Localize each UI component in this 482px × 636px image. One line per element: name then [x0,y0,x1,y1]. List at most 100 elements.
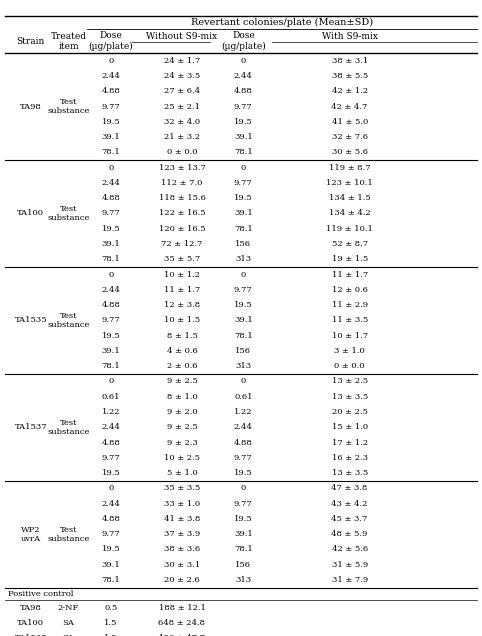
Text: 39.1: 39.1 [234,316,253,324]
Text: 35 ± 3.5: 35 ± 3.5 [164,484,200,492]
Text: 4.88: 4.88 [234,438,253,446]
Text: 1.5: 1.5 [105,634,118,636]
Text: 0: 0 [241,57,246,65]
Text: 156: 156 [235,240,251,248]
Text: 9.77: 9.77 [234,500,253,508]
Text: 13 ± 2.5: 13 ± 2.5 [332,377,368,385]
Text: 43 ± 4.2: 43 ± 4.2 [332,500,368,508]
Text: 648 ± 24.8: 648 ± 24.8 [159,619,205,627]
Text: 122 ± 16.5: 122 ± 16.5 [159,209,205,218]
Text: 4.88: 4.88 [102,194,120,202]
Text: 134 ± 1.5: 134 ± 1.5 [329,194,371,202]
Text: 39.1: 39.1 [234,133,253,141]
Text: Test
substance: Test substance [47,312,90,329]
Text: 32 ± 4.0: 32 ± 4.0 [164,118,200,126]
Text: 24 ± 1.7: 24 ± 1.7 [164,57,200,65]
Text: 20 ± 2.5: 20 ± 2.5 [332,408,368,416]
Text: 19.5: 19.5 [102,331,120,340]
Text: 21 ± 3.2: 21 ± 3.2 [164,133,200,141]
Text: 45 ± 3.7: 45 ± 3.7 [332,515,368,523]
Text: 0 ± 0.0: 0 ± 0.0 [335,362,365,370]
Text: 20 ± 2.6: 20 ± 2.6 [164,576,200,584]
Text: 8 ± 1.5: 8 ± 1.5 [166,331,198,340]
Text: 31 ± 5.9: 31 ± 5.9 [332,561,368,569]
Text: 2.44: 2.44 [102,179,120,187]
Text: SA: SA [63,619,75,627]
Text: 19 ± 1.5: 19 ± 1.5 [332,255,368,263]
Text: 78.1: 78.1 [234,546,253,553]
Text: 112 ± 7.0: 112 ± 7.0 [161,179,202,187]
Text: 2.44: 2.44 [102,286,120,294]
Text: 9 ± 2.5: 9 ± 2.5 [167,377,197,385]
Text: 9.77: 9.77 [234,179,253,187]
Text: 13 ± 3.5: 13 ± 3.5 [332,392,368,401]
Text: SA: SA [63,634,75,636]
Text: 9.77: 9.77 [234,286,253,294]
Text: Dose
(µg/plate): Dose (µg/plate) [89,32,134,51]
Text: 19.5: 19.5 [234,515,253,523]
Text: 5 ± 1.0: 5 ± 1.0 [167,469,197,477]
Text: 9.77: 9.77 [102,530,120,538]
Text: 9 ± 2.3: 9 ± 2.3 [167,438,197,446]
Text: 17 ± 1.2: 17 ± 1.2 [332,438,368,446]
Text: 11 ± 3.5: 11 ± 3.5 [332,316,368,324]
Text: TA1535: TA1535 [14,316,47,324]
Text: 35 ± 5.7: 35 ± 5.7 [164,255,200,263]
Text: 19.5: 19.5 [102,225,120,233]
Text: 4.88: 4.88 [102,87,120,95]
Text: 9.77: 9.77 [102,209,120,218]
Text: 0: 0 [241,484,246,492]
Text: 0: 0 [108,57,114,65]
Text: 456 ± 47.7: 456 ± 47.7 [159,634,205,636]
Text: 0.5: 0.5 [105,604,118,612]
Text: 0.61: 0.61 [102,392,120,401]
Text: 0: 0 [108,377,114,385]
Text: TA1537: TA1537 [14,423,47,431]
Text: 19.5: 19.5 [102,469,120,477]
Text: 2.44: 2.44 [102,500,120,508]
Text: 4 ± 0.6: 4 ± 0.6 [167,347,197,355]
Text: 33 ± 1.0: 33 ± 1.0 [164,500,200,508]
Text: 313: 313 [235,362,252,370]
Text: Revertant colonies/plate (Mean±SD): Revertant colonies/plate (Mean±SD) [191,18,374,27]
Text: 27 ± 6.4: 27 ± 6.4 [164,87,200,95]
Text: 38 ± 5.5: 38 ± 5.5 [332,72,368,80]
Text: 78.1: 78.1 [234,225,253,233]
Text: 120 ± 16.5: 120 ± 16.5 [159,225,205,233]
Text: Positive control: Positive control [8,590,74,598]
Text: 39.1: 39.1 [102,133,120,141]
Text: 12 ± 3.8: 12 ± 3.8 [164,301,200,309]
Text: 78.1: 78.1 [102,362,120,370]
Text: 119 ± 10.1: 119 ± 10.1 [326,225,373,233]
Text: 4.88: 4.88 [102,515,120,523]
Text: 1.22: 1.22 [234,408,253,416]
Text: TA100: TA100 [17,619,44,627]
Text: 11 ± 1.7: 11 ± 1.7 [164,286,200,294]
Text: 123 ± 10.1: 123 ± 10.1 [326,179,373,187]
Text: 3 ± 1.0: 3 ± 1.0 [335,347,365,355]
Text: 10 ± 1.7: 10 ± 1.7 [332,331,368,340]
Text: 9.77: 9.77 [102,453,120,462]
Text: 19.5: 19.5 [234,301,253,309]
Text: 41 ± 3.8: 41 ± 3.8 [164,515,200,523]
Text: 11 ± 2.9: 11 ± 2.9 [332,301,368,309]
Text: 2.44: 2.44 [234,72,253,80]
Text: 38 ± 3.6: 38 ± 3.6 [164,546,200,553]
Text: 39.1: 39.1 [102,240,120,248]
Text: 0: 0 [241,377,246,385]
Text: 37 ± 3.9: 37 ± 3.9 [164,530,200,538]
Text: 12 ± 0.6: 12 ± 0.6 [332,286,368,294]
Text: 42 ± 5.6: 42 ± 5.6 [332,546,368,553]
Text: 39.1: 39.1 [234,530,253,538]
Text: 16 ± 2.3: 16 ± 2.3 [332,453,368,462]
Text: 39.1: 39.1 [102,347,120,355]
Text: TA98: TA98 [20,102,42,111]
Text: 134 ± 4.2: 134 ± 4.2 [329,209,371,218]
Text: Strain: Strain [16,37,45,46]
Text: 47 ± 3.8: 47 ± 3.8 [332,484,368,492]
Text: 2 ± 0.6: 2 ± 0.6 [167,362,197,370]
Text: 39.1: 39.1 [102,561,120,569]
Text: Treated
item: Treated item [51,32,87,51]
Text: 30 ± 3.1: 30 ± 3.1 [164,561,200,569]
Text: 188 ± 12.1: 188 ± 12.1 [159,604,205,612]
